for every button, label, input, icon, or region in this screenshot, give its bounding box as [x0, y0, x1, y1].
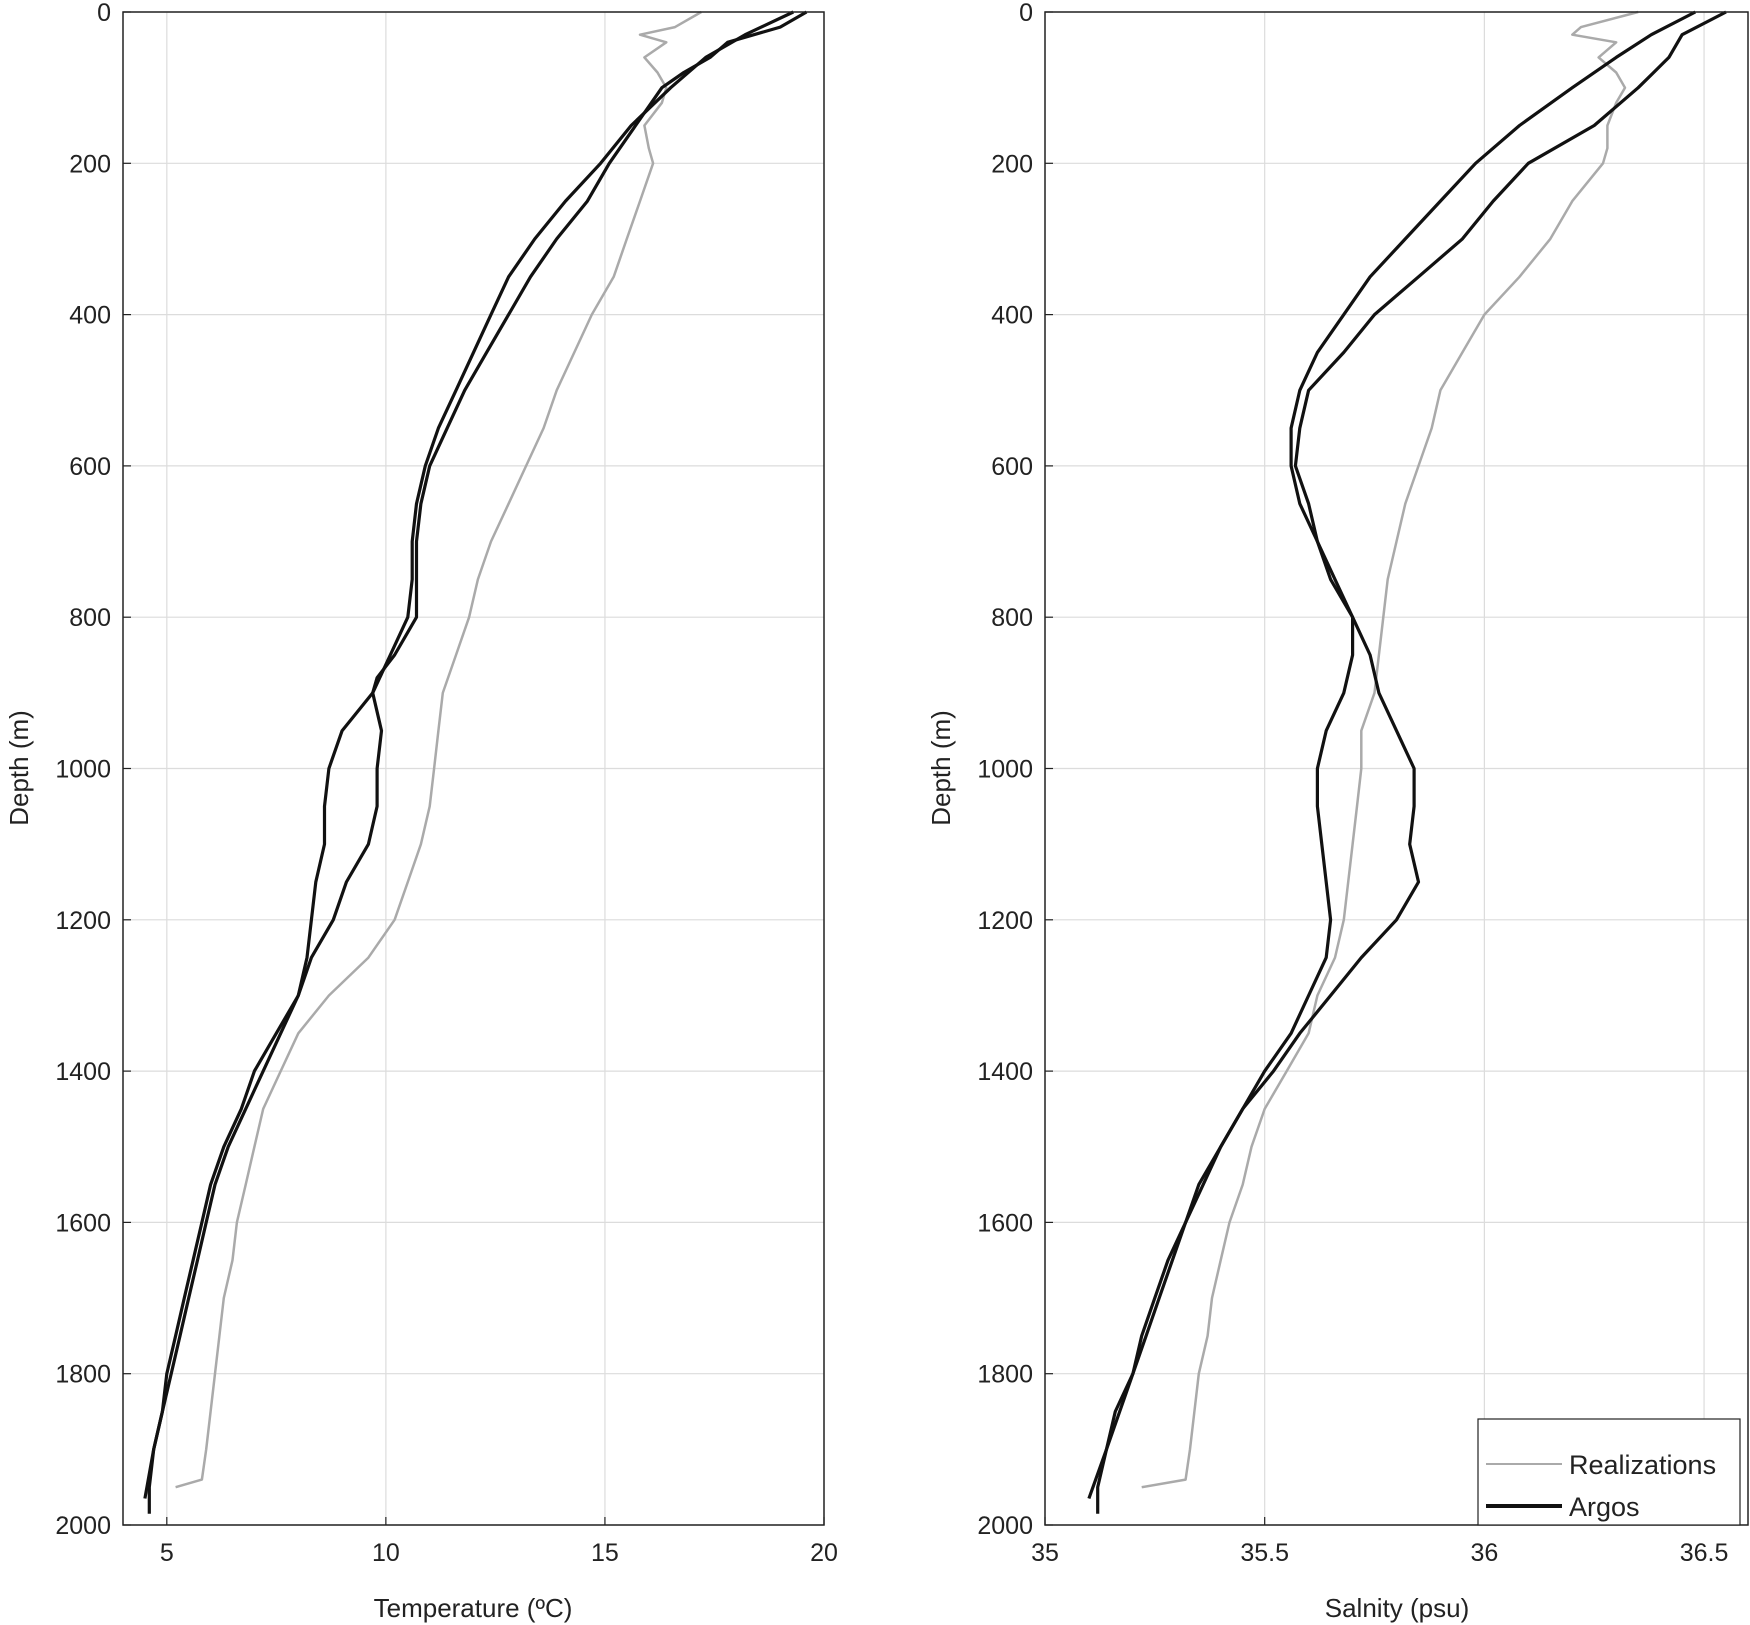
- temperature-y-tick-label: 800: [69, 604, 111, 632]
- temperature-y-tick-label: 200: [69, 150, 111, 178]
- salinity-x-axis-label: Salnity (psu): [1325, 1593, 1470, 1623]
- salinity-y-tick-label: 1000: [977, 756, 1033, 784]
- salinity-argos-line-2: [1087, 10, 1697, 1500]
- salinity-y-tick-label: 0: [1019, 0, 1033, 27]
- salinity-y-tick-label: 1200: [977, 907, 1033, 935]
- salinity-y-tick-label: 1600: [977, 1209, 1033, 1237]
- temperature-series: [143, 10, 808, 1514]
- legend: Realizations Argos: [1477, 1418, 1741, 1526]
- salinity-argos-line-1: [1096, 10, 1727, 1514]
- temperature-y-tick-label: 400: [69, 302, 111, 330]
- temperature-panel: 5 10 15 20 0 200 400 600 800 1000 1200 1400 1600 180…: [4, 0, 838, 1623]
- legend-box: [1477, 1418, 1741, 1526]
- salinity-y-tick-label: 200: [991, 150, 1033, 178]
- legend-argos-label: Argos: [1569, 1492, 1640, 1522]
- temperature-argos-line-2: [143, 10, 794, 1499]
- salinity-y-ticks: 0 200 400 600 800 1000 1200 1400 1600 1800 2000: [977, 0, 1053, 1540]
- temperature-y-tick-label: 1600: [55, 1209, 111, 1237]
- temperature-x-tick-label: 15: [591, 1539, 619, 1567]
- salinity-realizations-line-0: [1141, 10, 1639, 1489]
- salinity-x-ticks: 35 35.5 36 36.5: [1031, 1517, 1728, 1567]
- salinity-y-tick-label: 800: [991, 604, 1033, 632]
- salinity-y-axis-label: Depth (m): [926, 710, 956, 826]
- salinity-panel: 35 35.5 36 36.5 0 200 400 600 800 1000 1200 1400 16…: [926, 0, 1749, 1623]
- temperature-y-axis-label: Depth (m): [4, 710, 34, 826]
- temperature-realizations-line-0: [175, 10, 702, 1489]
- temperature-y-tick-label: 1200: [55, 907, 111, 935]
- temperature-y-tick-label: 1400: [55, 1058, 111, 1086]
- temperature-x-axis-label: Temperature (ºC): [374, 1593, 573, 1623]
- temperature-y-tick-label: 1800: [55, 1361, 111, 1389]
- temperature-x-tick-label: 10: [372, 1539, 400, 1567]
- temperature-y-tick-label: 2000: [55, 1512, 111, 1540]
- temperature-x-tick-label: 20: [810, 1539, 838, 1567]
- salinity-y-tick-label: 1400: [977, 1058, 1033, 1086]
- salinity-x-tick-label: 36: [1470, 1539, 1498, 1567]
- temperature-x-ticks: 5 10 15 20: [160, 1517, 838, 1567]
- salinity-y-tick-label: 600: [991, 453, 1033, 481]
- temperature-y-tick-label: 600: [69, 453, 111, 481]
- salinity-x-tick-label: 36.5: [1680, 1539, 1729, 1567]
- temperature-y-tick-label: 1000: [55, 756, 111, 784]
- salinity-y-tick-label: 1800: [977, 1361, 1033, 1389]
- salinity-y-tick-label: 400: [991, 302, 1033, 330]
- temperature-x-tick-label: 5: [160, 1539, 174, 1567]
- salinity-y-tick-label: 2000: [977, 1512, 1033, 1540]
- temperature-grid: [123, 11, 825, 1526]
- temperature-y-tick-label: 0: [97, 0, 111, 27]
- salinity-series: [1087, 10, 1727, 1514]
- legend-realizations-label: Realizations: [1569, 1450, 1716, 1480]
- salinity-x-tick-label: 35: [1031, 1539, 1059, 1567]
- temperature-y-ticks: 0 200 400 600 800 1000 1200 1400 1600 1800 2000: [55, 0, 131, 1540]
- salinity-x-tick-label: 35.5: [1240, 1539, 1289, 1567]
